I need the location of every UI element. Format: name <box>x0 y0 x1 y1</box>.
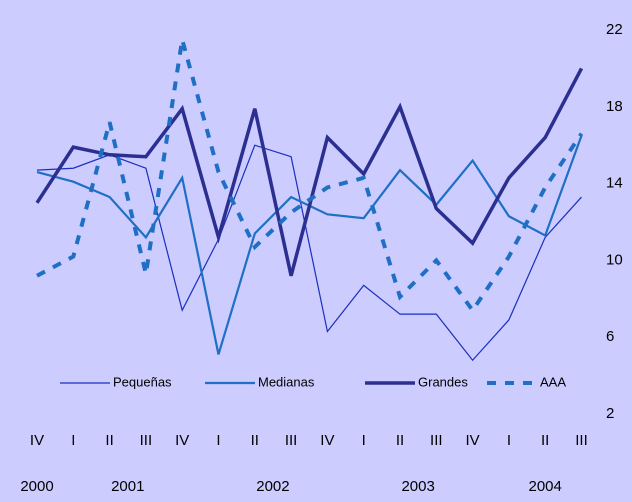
series-line <box>36 144 582 362</box>
x-tick-label: IV <box>320 432 334 449</box>
y-tick-label: 10 <box>606 251 623 268</box>
x-tick-label: II <box>396 432 404 449</box>
year-label: 2000 <box>20 478 53 495</box>
x-tick-label: II <box>251 432 259 449</box>
legend-label: AAA <box>540 374 566 389</box>
y-tick-label: 2 <box>606 405 614 422</box>
y-tick-label: 18 <box>606 98 623 115</box>
y-tick-label: 14 <box>606 175 623 192</box>
legend-label: Grandes <box>418 374 468 389</box>
x-tick-label: IV <box>30 432 44 449</box>
x-tick-label: III <box>285 432 298 449</box>
year-label: 2004 <box>529 478 562 495</box>
x-tick-label: I <box>71 432 75 449</box>
x-tick-label: IV <box>175 432 189 449</box>
legend-label: Medianas <box>258 374 315 389</box>
x-tick-label: III <box>575 432 588 449</box>
year-label: 2003 <box>401 478 434 495</box>
legend-label: Pequeñas <box>113 374 172 389</box>
x-tick-label: I <box>216 432 220 449</box>
x-tick-label: I <box>362 432 366 449</box>
legend: Pequeñas Medianas Grandes AAA <box>60 374 566 389</box>
y-tick-label: 6 <box>606 328 614 345</box>
x-tick-label: II <box>105 432 113 449</box>
x-tick-label: III <box>430 432 443 449</box>
year-label: 2001 <box>111 478 144 495</box>
x-tick-label: II <box>541 432 549 449</box>
x-tick-label: III <box>140 432 153 449</box>
series-line <box>35 67 584 277</box>
series-line <box>36 39 584 314</box>
y-tick-label: 22 <box>606 21 623 38</box>
x-tick-label: I <box>507 432 511 449</box>
year-label: 2002 <box>256 478 289 495</box>
x-tick-label: IV <box>466 432 480 449</box>
